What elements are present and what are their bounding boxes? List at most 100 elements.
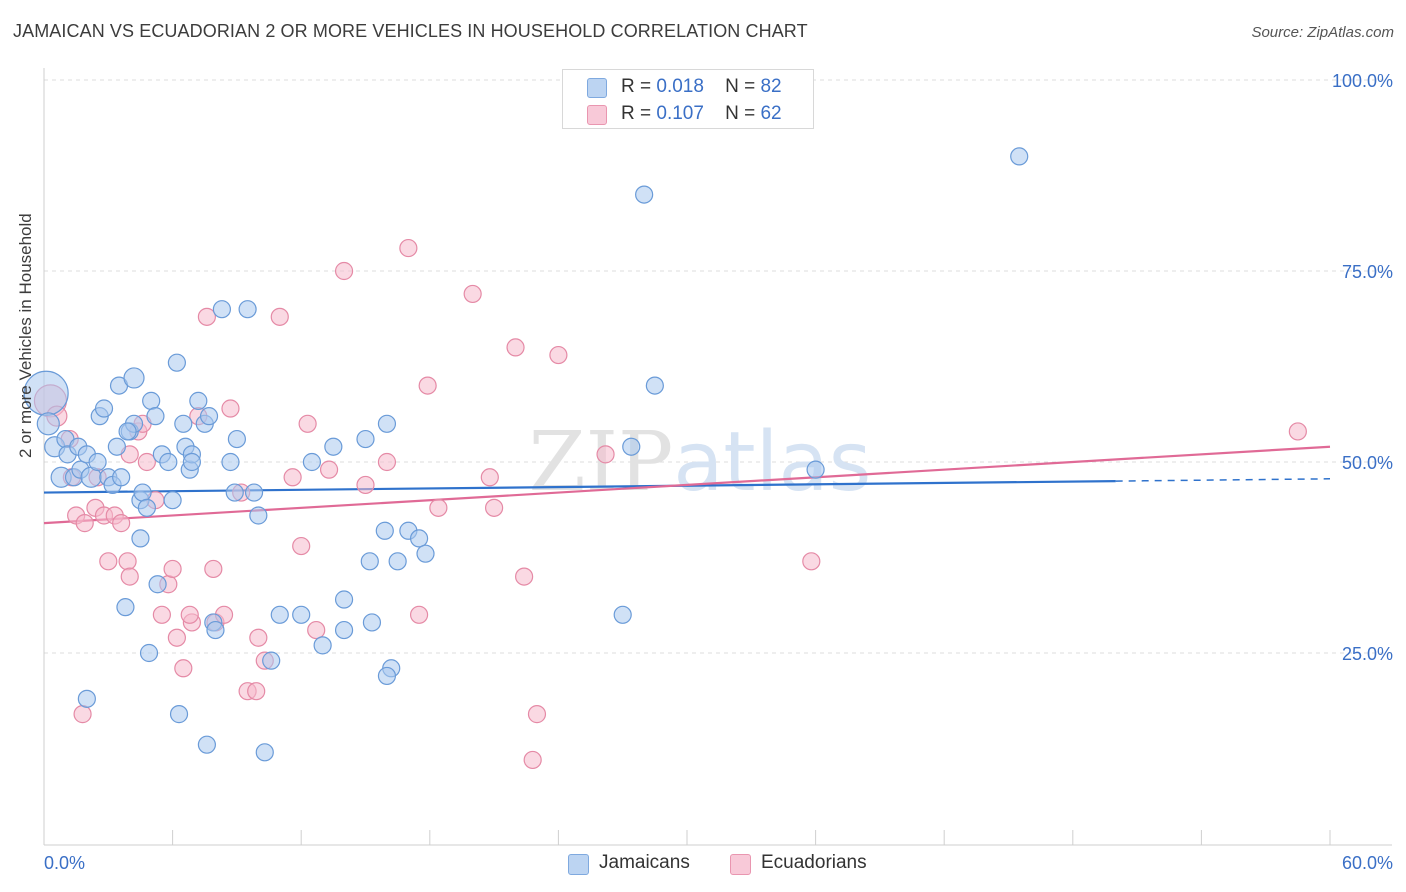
ecuadorians-point bbox=[298, 414, 317, 433]
y-axis-label: 2 or more Vehicles in Household bbox=[16, 213, 35, 458]
jamaicans-legend-label: Jamaicans bbox=[599, 852, 690, 873]
jamaicans-point bbox=[36, 412, 60, 436]
y-tick-label: 75.0% bbox=[1342, 262, 1393, 282]
jamaicans-point bbox=[139, 643, 159, 663]
jamaicans-point bbox=[244, 483, 264, 502]
jamaicans-point bbox=[356, 429, 375, 449]
jamaicans-point bbox=[375, 521, 394, 540]
jamaicans-point bbox=[635, 185, 654, 204]
jamaicans-point bbox=[227, 429, 246, 449]
ecuadorians-point bbox=[167, 628, 186, 647]
jamaicans-point bbox=[133, 483, 152, 502]
jamaicans-point bbox=[238, 300, 257, 319]
jamaicans-point bbox=[806, 460, 825, 479]
jamaicans-point bbox=[212, 300, 231, 319]
jamaicans-point bbox=[112, 468, 131, 487]
watermark-zip: ZIP bbox=[529, 415, 674, 510]
y-tick-label: 25.0% bbox=[1342, 644, 1393, 664]
jamaicans-point bbox=[613, 605, 632, 624]
jamaicans-point bbox=[189, 391, 208, 410]
jamaicans-point bbox=[174, 414, 193, 433]
jamaicans-point bbox=[137, 498, 156, 517]
ecuadorians-point bbox=[247, 682, 266, 701]
ecuadorians-point bbox=[480, 468, 499, 487]
legend-text-jamaicans: R = 0.018 N = 82 bbox=[621, 76, 782, 98]
jamaicans-points bbox=[23, 147, 1029, 762]
ecuadorians-point bbox=[527, 705, 547, 724]
ecuadorians-point bbox=[463, 284, 482, 304]
ecuadorians-point bbox=[307, 620, 326, 640]
ecuadorians-point bbox=[99, 552, 118, 571]
jamaicans-point bbox=[146, 407, 165, 426]
ecuadorians-point bbox=[118, 552, 137, 571]
jamaicans-swatch bbox=[587, 78, 607, 98]
jamaicans-point bbox=[262, 651, 281, 670]
jamaicans-point bbox=[225, 483, 244, 502]
ecuadorians-point bbox=[506, 338, 525, 357]
x-tick-label-max: 60.0% bbox=[1342, 853, 1393, 873]
jamaicans-point bbox=[362, 613, 382, 632]
ecuadorians-n-value: 62 bbox=[760, 103, 782, 124]
jamaicans-point bbox=[645, 376, 664, 395]
ecuadorians-legend-swatch bbox=[730, 854, 751, 875]
jamaicans-point bbox=[1010, 147, 1029, 166]
source-label: Source: ZipAtlas.com bbox=[1251, 24, 1394, 41]
jamaicans-point bbox=[131, 529, 150, 548]
ecuadorians-point bbox=[197, 307, 216, 326]
series-legend: Jamaicans Ecuadorians bbox=[0, 852, 1406, 878]
correlation-legend: R = 0.018 N = 82 R = 0.107 N = 62 bbox=[562, 69, 814, 129]
jamaicans-point bbox=[292, 605, 311, 624]
jamaicans-point bbox=[94, 399, 114, 418]
ecuadorians-point bbox=[163, 559, 182, 579]
jamaicans-point bbox=[159, 452, 178, 472]
jamaicans-r-value: 0.018 bbox=[656, 76, 704, 97]
jamaicans-point bbox=[409, 529, 429, 548]
ecuadorians-point bbox=[292, 536, 311, 556]
jamaicans-point bbox=[334, 620, 354, 640]
ecuadorians-point bbox=[319, 460, 339, 479]
jamaicans-point bbox=[167, 353, 186, 372]
r-label: R = bbox=[621, 103, 652, 124]
jamaicans-point bbox=[302, 452, 322, 472]
jamaicans-point bbox=[334, 590, 354, 609]
jamaicans-point bbox=[313, 636, 332, 655]
jamaicans-point bbox=[377, 666, 397, 686]
ecuadorians-point bbox=[73, 705, 92, 724]
ecuadorians-point bbox=[137, 452, 156, 472]
jamaicans-point bbox=[107, 437, 126, 456]
jamaicans-point bbox=[118, 422, 137, 441]
jamaicans-point bbox=[148, 575, 167, 594]
n-label: N = bbox=[725, 76, 756, 97]
legend-text-ecuadorians: R = 0.107 N = 62 bbox=[621, 103, 782, 125]
ecuadorians-point bbox=[180, 605, 199, 624]
chart-title: JAMAICAN VS ECUADORIAN 2 OR MORE VEHICLE… bbox=[13, 21, 808, 41]
jamaicans-point bbox=[221, 452, 240, 472]
jamaicans-point bbox=[77, 689, 96, 708]
ecuadorians-point bbox=[334, 261, 354, 281]
ecuadorians-point bbox=[75, 514, 94, 533]
jamaicans-point bbox=[388, 552, 407, 571]
jamaicans-trend-extension bbox=[1115, 478, 1331, 482]
jamaicans-point bbox=[324, 437, 343, 456]
r-label: R = bbox=[621, 76, 652, 97]
grid-lines bbox=[44, 79, 1392, 654]
ecuadorians-point bbox=[120, 567, 139, 586]
ecuadorians-point bbox=[270, 307, 289, 326]
jamaicans-point bbox=[142, 391, 161, 410]
n-label: N = bbox=[725, 103, 756, 124]
ecuadorians-point bbox=[802, 552, 821, 571]
axes bbox=[43, 68, 1392, 846]
ecuadorians-point bbox=[596, 445, 615, 464]
ecuadorians-point bbox=[429, 498, 448, 517]
ecuadorians-point bbox=[249, 628, 268, 647]
jamaicans-point bbox=[360, 552, 379, 571]
jamaicans-point bbox=[416, 544, 435, 563]
jamaicans-point bbox=[88, 452, 107, 472]
jamaicans-point bbox=[169, 705, 189, 724]
ecuadorians-legend-label: Ecuadorians bbox=[761, 852, 867, 873]
ecuadorians-point bbox=[1288, 422, 1307, 441]
jamaicans-point bbox=[206, 620, 225, 640]
y-tick-label: 100.0% bbox=[1332, 71, 1393, 91]
y-tick-label: 50.0% bbox=[1342, 453, 1393, 473]
